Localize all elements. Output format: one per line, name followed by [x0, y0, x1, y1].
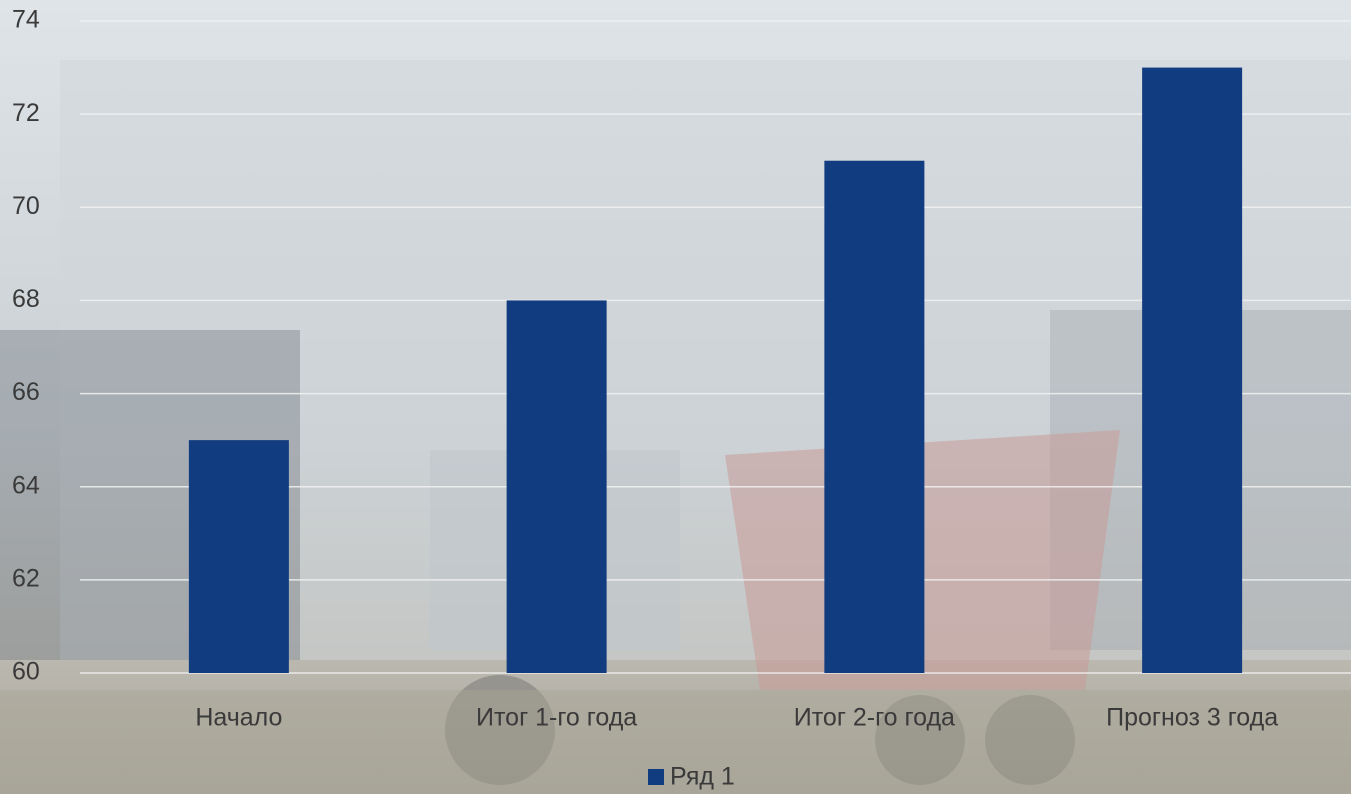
- y-tick-label: 64: [12, 471, 40, 499]
- y-tick-label: 62: [12, 564, 40, 592]
- y-tick-label: 74: [12, 6, 40, 34]
- legend-label: Ряд 1: [670, 763, 735, 791]
- bar: [824, 160, 925, 673]
- y-tick-label: 60: [12, 658, 40, 686]
- x-tick-label: Итог 1-го года: [476, 704, 637, 732]
- bar: [506, 300, 607, 673]
- y-tick-label: 68: [12, 285, 40, 313]
- x-tick-label: Прогноз 3 года: [1106, 704, 1278, 732]
- bar: [1142, 67, 1243, 674]
- y-tick-label: 66: [12, 378, 40, 406]
- x-tick-label: Итог 2-го года: [794, 704, 955, 732]
- legend-swatch: [648, 769, 664, 785]
- bar: [188, 440, 289, 673]
- x-tick-label: Начало: [195, 704, 282, 732]
- y-tick-label: 70: [12, 192, 40, 220]
- y-tick-label: 72: [12, 99, 40, 127]
